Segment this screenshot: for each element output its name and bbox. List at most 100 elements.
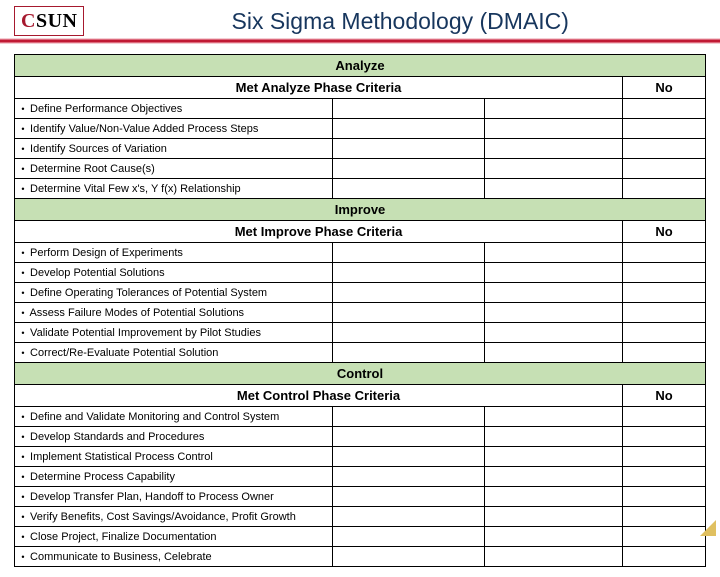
- checklist-item: • Assess Failure Modes of Potential Solu…: [15, 303, 333, 323]
- blank-cell: [623, 447, 706, 467]
- criteria-label: Met Improve Phase Criteria: [15, 221, 623, 243]
- checklist-item: • Determine Root Cause(s): [15, 159, 333, 179]
- blank-cell: [332, 283, 484, 303]
- blank-cell: [332, 179, 484, 199]
- checklist-item: • Identify Value/Non-Value Added Process…: [15, 119, 333, 139]
- checklist-item: • Determine Vital Few x's, Y f(x) Relati…: [15, 179, 333, 199]
- checklist-item-text: Determine Root Cause(s): [27, 163, 155, 175]
- phase-header: Analyze: [15, 55, 706, 77]
- blank-cell: [332, 467, 484, 487]
- checklist-item-text: Develop Transfer Plan, Handoff to Proces…: [27, 491, 274, 503]
- blank-cell: [623, 263, 706, 283]
- checklist-item-text: Perform Design of Experiments: [27, 247, 183, 259]
- blank-cell: [623, 467, 706, 487]
- blank-cell: [332, 547, 484, 567]
- blank-cell: [623, 179, 706, 199]
- blank-cell: [484, 179, 622, 199]
- blank-cell: [484, 303, 622, 323]
- checklist-item: • Define and Validate Monitoring and Con…: [15, 407, 333, 427]
- criteria-label: Met Control Phase Criteria: [15, 385, 623, 407]
- blank-cell: [623, 547, 706, 567]
- blank-cell: [484, 447, 622, 467]
- blank-cell: [484, 487, 622, 507]
- checklist-item-text: Assess Failure Modes of Potential Soluti…: [27, 307, 244, 319]
- blank-cell: [623, 487, 706, 507]
- checklist-item-text: Verify Benefits, Cost Savings/Avoidance,…: [27, 511, 296, 523]
- checklist-item-text: Develop Standards and Procedures: [27, 431, 204, 443]
- header: CSUN Six Sigma Methodology (DMAIC): [0, 0, 720, 38]
- checklist-item: • Communicate to Business, Celebrate: [15, 547, 333, 567]
- blank-cell: [484, 323, 622, 343]
- checklist-item: • Implement Statistical Process Control: [15, 447, 333, 467]
- logo-letter-c: C: [21, 10, 36, 32]
- blank-cell: [332, 487, 484, 507]
- blank-cell: [484, 427, 622, 447]
- checklist-item: • Define Performance Objectives: [15, 99, 333, 119]
- blank-cell: [484, 547, 622, 567]
- blank-cell: [623, 507, 706, 527]
- logo-rest: SUN: [36, 10, 78, 32]
- blank-cell: [623, 407, 706, 427]
- blank-cell: [484, 507, 622, 527]
- checklist-item-text: Develop Potential Solutions: [27, 267, 165, 279]
- blank-cell: [484, 159, 622, 179]
- blank-cell: [484, 99, 622, 119]
- blank-cell: [623, 159, 706, 179]
- phase-header: Control: [15, 363, 706, 385]
- criteria-answer: No: [623, 77, 706, 99]
- blank-cell: [332, 303, 484, 323]
- accent-rule: [0, 38, 720, 44]
- blank-cell: [332, 323, 484, 343]
- dmaic-table-container: AnalyzeMet Analyze Phase CriteriaNo• Def…: [0, 54, 720, 577]
- checklist-item: • Develop Transfer Plan, Handoff to Proc…: [15, 487, 333, 507]
- checklist-item: • Determine Process Capability: [15, 467, 333, 487]
- blank-cell: [484, 119, 622, 139]
- blank-cell: [623, 243, 706, 263]
- checklist-item-text: Correct/Re-Evaluate Potential Solution: [27, 347, 218, 359]
- checklist-item-text: Communicate to Business, Celebrate: [27, 551, 212, 563]
- phase-header: Improve: [15, 199, 706, 221]
- blank-cell: [484, 139, 622, 159]
- blank-cell: [332, 447, 484, 467]
- checklist-item-text: Define Operating Tolerances of Potential…: [27, 287, 267, 299]
- criteria-answer: No: [623, 385, 706, 407]
- checklist-item: • Develop Potential Solutions: [15, 263, 333, 283]
- blank-cell: [623, 427, 706, 447]
- blank-cell: [332, 159, 484, 179]
- blank-cell: [332, 243, 484, 263]
- blank-cell: [332, 139, 484, 159]
- blank-cell: [332, 407, 484, 427]
- checklist-item-text: Validate Potential Improvement by Pilot …: [27, 327, 261, 339]
- checklist-item: • Define Operating Tolerances of Potenti…: [15, 283, 333, 303]
- blank-cell: [484, 283, 622, 303]
- blank-cell: [623, 323, 706, 343]
- page-curl-icon: [700, 520, 716, 536]
- checklist-item: • Develop Standards and Procedures: [15, 427, 333, 447]
- blank-cell: [623, 139, 706, 159]
- checklist-item-text: Determine Process Capability: [27, 471, 175, 483]
- blank-cell: [484, 343, 622, 363]
- blank-cell: [484, 243, 622, 263]
- checklist-item-text: Identify Value/Non-Value Added Process S…: [27, 123, 258, 135]
- checklist-item: • Close Project, Finalize Documentation: [15, 527, 333, 547]
- criteria-answer: No: [623, 221, 706, 243]
- blank-cell: [332, 527, 484, 547]
- dmaic-table: AnalyzeMet Analyze Phase CriteriaNo• Def…: [14, 54, 706, 567]
- blank-cell: [332, 427, 484, 447]
- checklist-item-text: Implement Statistical Process Control: [27, 451, 213, 463]
- blank-cell: [623, 99, 706, 119]
- checklist-item-text: Close Project, Finalize Documentation: [27, 531, 217, 543]
- blank-cell: [623, 283, 706, 303]
- checklist-item: • Validate Potential Improvement by Pilo…: [15, 323, 333, 343]
- blank-cell: [332, 119, 484, 139]
- blank-cell: [332, 263, 484, 283]
- checklist-item: • Verify Benefits, Cost Savings/Avoidanc…: [15, 507, 333, 527]
- blank-cell: [484, 467, 622, 487]
- checklist-item: • Perform Design of Experiments: [15, 243, 333, 263]
- checklist-item-text: Define Performance Objectives: [27, 103, 182, 115]
- blank-cell: [484, 527, 622, 547]
- checklist-item-text: Define and Validate Monitoring and Contr…: [27, 411, 279, 423]
- blank-cell: [623, 343, 706, 363]
- blank-cell: [623, 527, 706, 547]
- blank-cell: [332, 99, 484, 119]
